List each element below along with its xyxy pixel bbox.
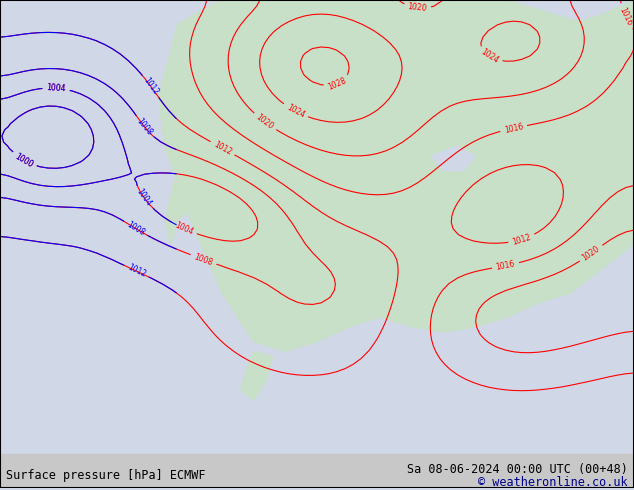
Polygon shape [476,0,634,98]
Polygon shape [158,0,634,351]
Text: 1020: 1020 [581,244,602,263]
Text: 1000: 1000 [13,151,35,169]
Text: 1004: 1004 [173,220,195,237]
Text: 1004: 1004 [135,187,153,208]
Text: 1008: 1008 [125,220,146,237]
Text: 1016: 1016 [503,122,524,135]
Text: 1004: 1004 [46,83,66,94]
Bar [0,454,634,488]
Text: 1016: 1016 [495,259,516,272]
Text: 1012: 1012 [141,76,160,97]
Polygon shape [431,147,476,171]
Text: 1008: 1008 [193,252,214,267]
Text: 1024: 1024 [285,103,306,120]
Text: 1012: 1012 [511,232,532,246]
Text: 1004: 1004 [46,83,66,94]
Polygon shape [444,283,469,312]
Text: 1028: 1028 [327,75,347,91]
Text: 1012: 1012 [126,263,147,279]
Text: 1008: 1008 [135,117,154,137]
Text: 1020: 1020 [407,2,427,13]
Text: 1024: 1024 [479,48,500,66]
Text: Sa 08-06-2024 00:00 UTC (00+48): Sa 08-06-2024 00:00 UTC (00+48) [407,463,628,476]
Text: 1016: 1016 [618,5,634,27]
Polygon shape [165,171,203,244]
Text: 1000: 1000 [13,151,35,169]
Polygon shape [241,351,273,400]
Text: Surface pressure [hPa] ECMWF: Surface pressure [hPa] ECMWF [6,469,206,482]
Polygon shape [171,181,197,205]
Text: 1012: 1012 [212,140,233,157]
Text: © weatheronline.co.uk: © weatheronline.co.uk [478,476,628,489]
Text: 1020: 1020 [254,113,275,131]
